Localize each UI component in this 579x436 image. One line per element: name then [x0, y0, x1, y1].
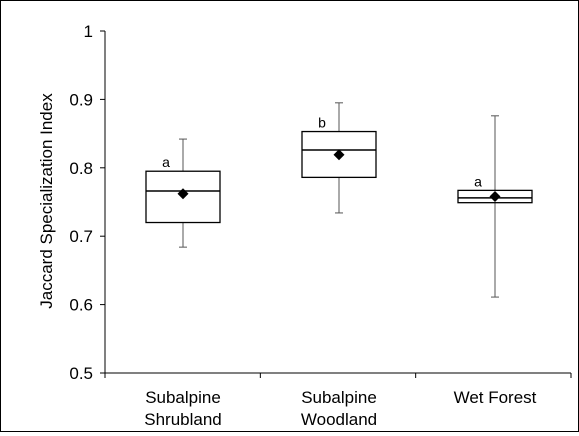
y-axis-label: Jaccard Specialization Index	[37, 93, 56, 309]
box-group: a	[145, 138, 221, 248]
x-category-label: Subalpine	[301, 388, 377, 407]
y-tick-label: 1	[84, 22, 93, 41]
group-letter-label: b	[318, 115, 326, 131]
group-letter-label: a	[474, 173, 482, 189]
y-tick-label: 0.5	[69, 364, 93, 383]
x-axis: Subalpine Shrubland Subalpine Woodland Wet F…	[104, 372, 572, 429]
x-category-label: Shrubland	[144, 410, 222, 429]
group-letter-label: a	[162, 154, 170, 170]
y-tick-label: 0.6	[69, 296, 93, 315]
y-tick-label: 0.9	[69, 90, 93, 109]
mean-marker	[333, 149, 345, 161]
y-axis: 0.5 0.6 0.7 0.8 0.9 1	[69, 22, 106, 383]
x-category-label: Woodland	[301, 410, 377, 429]
mean-marker	[177, 188, 189, 200]
box-series: a b a	[145, 102, 533, 298]
box-group: b	[301, 102, 377, 214]
x-category-label: Subalpine	[145, 388, 221, 407]
y-tick-label: 0.7	[69, 227, 93, 246]
mean-marker	[489, 191, 501, 203]
y-tick-label: 0.8	[69, 159, 93, 178]
x-category-label: Wet Forest	[454, 388, 537, 407]
box-group: a	[457, 115, 533, 298]
